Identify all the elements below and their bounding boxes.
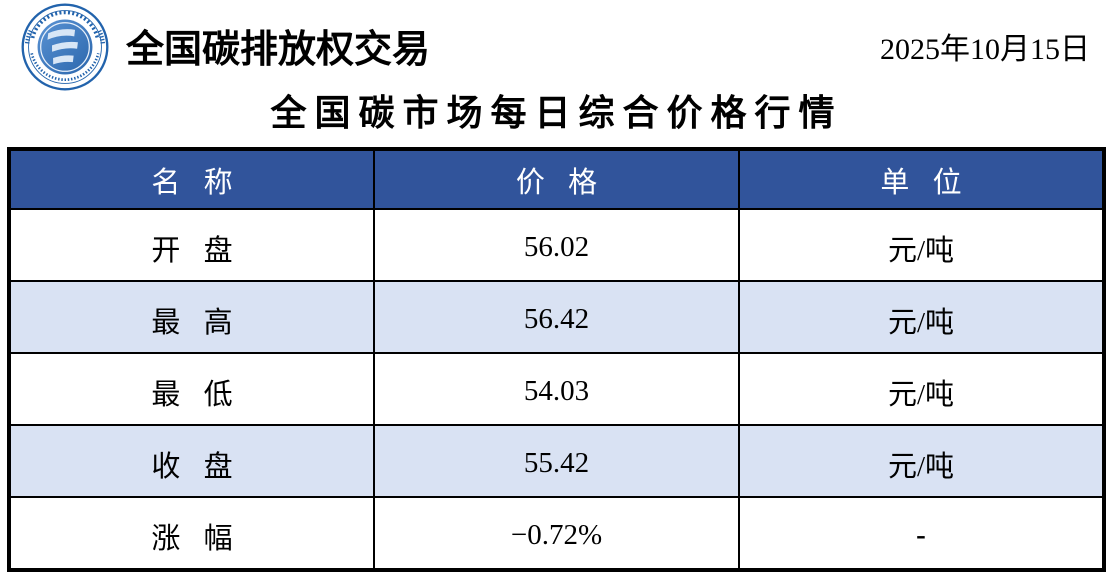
row-price-cell: 56.42 xyxy=(373,280,740,354)
exchange-logo-icon xyxy=(21,3,109,91)
brand-title: 全国碳排放权交易 xyxy=(126,29,431,71)
price-table: 名 称 价 格 单 位 开 盘 56.02 元/吨 最 高 56.42 元/吨 … xyxy=(7,147,1106,572)
row-name-cell: 最 低 xyxy=(8,352,375,426)
table-row: 收 盘 55.42 元/吨 xyxy=(8,424,1105,498)
row-name-cell: 最 高 xyxy=(8,280,375,354)
header-price: 价 格 xyxy=(373,148,740,210)
table-row: 最 高 56.42 元/吨 xyxy=(8,280,1105,354)
header-unit: 单 位 xyxy=(738,148,1105,210)
row-price-cell: −0.72% xyxy=(373,496,740,571)
table-row: 最 低 54.03 元/吨 xyxy=(8,352,1105,426)
row-name-cell: 收 盘 xyxy=(8,424,375,498)
row-name-cell: 涨 幅 xyxy=(8,496,375,571)
table-header-row: 名 称 价 格 单 位 xyxy=(8,148,1105,210)
row-price-cell: 55.42 xyxy=(373,424,740,498)
row-price-cell: 56.02 xyxy=(373,208,740,282)
table-row: 涨 幅 −0.72% - xyxy=(8,496,1105,571)
table-row: 开 盘 56.02 元/吨 xyxy=(8,208,1105,282)
page-title: 全国碳市场每日综合价格行情 xyxy=(270,93,843,133)
row-unit-cell: - xyxy=(738,496,1105,571)
row-unit-cell: 元/吨 xyxy=(738,424,1105,498)
row-unit-cell: 元/吨 xyxy=(738,352,1105,426)
report-date: 2025年10月15日 xyxy=(880,33,1090,66)
row-name-cell: 开 盘 xyxy=(8,208,375,282)
row-price-cell: 54.03 xyxy=(373,352,740,426)
header-name: 名 称 xyxy=(8,148,375,210)
row-unit-cell: 元/吨 xyxy=(738,208,1105,282)
row-unit-cell: 元/吨 xyxy=(738,280,1105,354)
